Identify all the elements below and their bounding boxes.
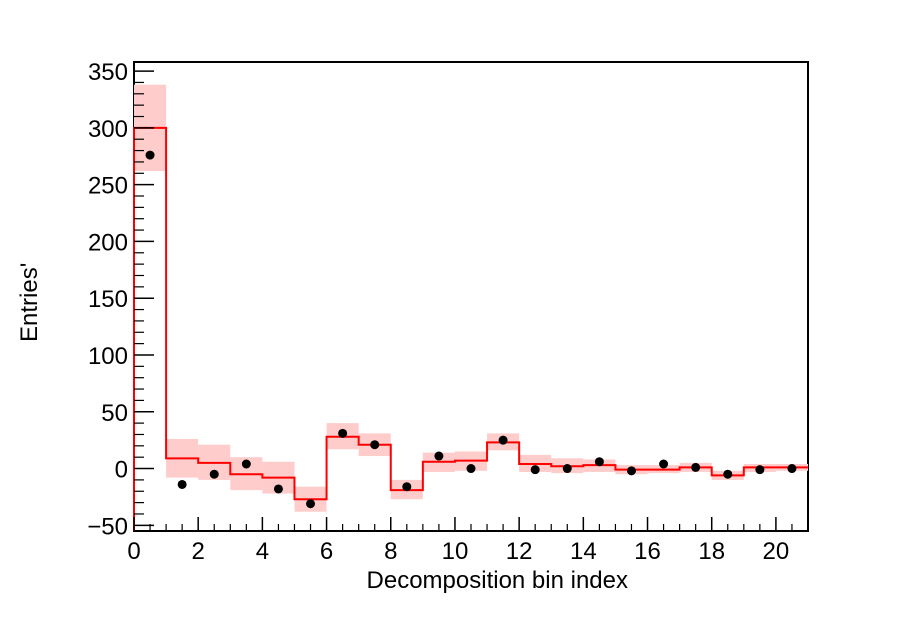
y-tick-label: 150: [88, 286, 128, 313]
data-point-14: [594, 457, 604, 467]
data-point-5: [306, 499, 316, 509]
y-tick-label: 200: [88, 229, 128, 256]
x-tick-label: 2: [192, 538, 205, 565]
data-point-0: [145, 150, 155, 160]
data-point-10: [466, 464, 476, 474]
y-tick-label: 250: [88, 173, 128, 200]
x-tick-label: 12: [506, 538, 533, 565]
y-tick-label: 350: [88, 59, 128, 86]
step-line: [133, 126, 808, 531]
data-point-7: [370, 440, 380, 450]
data-point-12: [530, 465, 540, 475]
data-point-3: [241, 459, 251, 469]
data-points: [145, 150, 797, 509]
step-histogram: [133, 126, 808, 531]
data-point-16: [659, 459, 669, 469]
x-tick-label: 16: [634, 538, 661, 565]
data-point-1: [177, 479, 187, 489]
x-tick-label: 18: [698, 538, 725, 565]
y-tick-label: 300: [88, 116, 128, 143]
x-tick-label: 0: [127, 538, 140, 565]
x-tick-label: 6: [320, 538, 333, 565]
data-point-17: [691, 462, 701, 472]
x-tick-label: 10: [442, 538, 469, 565]
tick-labels: 0 2 4 6 8 10 12 14 16 18 20−5005010015020025030035…: [87, 59, 789, 565]
y-tick-label: 100: [88, 343, 128, 370]
data-point-19: [755, 465, 765, 475]
y-axis-title: Entries': [16, 263, 43, 342]
x-tick-label: 4: [256, 538, 269, 565]
x-tick-label: 20: [763, 538, 790, 565]
axis-ticks: [133, 70, 809, 531]
data-point-9: [434, 451, 444, 461]
data-point-13: [562, 464, 572, 474]
data-point-4: [273, 484, 283, 494]
data-point-20: [787, 464, 797, 474]
data-point-6: [338, 428, 348, 438]
x-axis-title: Decomposition bin index: [367, 567, 628, 594]
x-tick-label: 8: [384, 538, 397, 565]
data-point-18: [723, 469, 733, 479]
data-point-8: [402, 482, 412, 492]
y-tick-label: 50: [101, 400, 128, 427]
y-tick-label: 0: [115, 457, 128, 484]
x-tick-label: 14: [570, 538, 597, 565]
data-point-15: [626, 466, 636, 476]
data-point-11: [498, 435, 508, 445]
data-point-2: [209, 469, 219, 479]
y-tick-label: −50: [87, 513, 128, 540]
uncertainty-bands: [134, 84, 808, 512]
